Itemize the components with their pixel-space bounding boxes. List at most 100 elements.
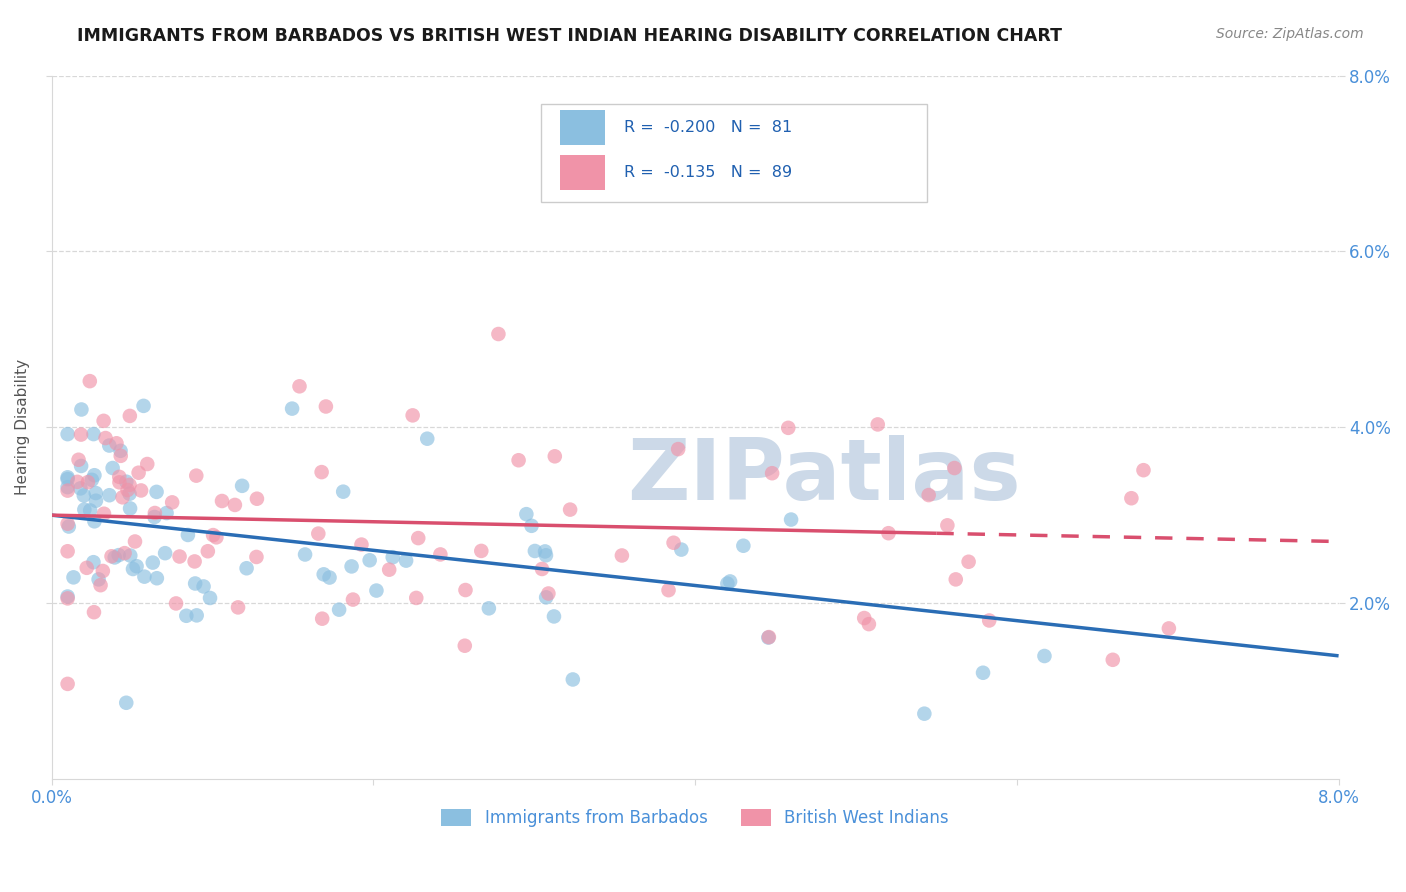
Point [83, 427, 105, 442]
Point [58, 519, 80, 533]
Bar [560, 110, 605, 145]
Point [366, 583, 388, 598]
Point [1033, 648, 1056, 663]
Point [73, 488, 96, 502]
Point [205, 530, 228, 544]
Point [56, 591, 79, 606]
Point [307, 526, 329, 541]
Point [912, 706, 935, 721]
Point [197, 544, 219, 558]
Point [118, 409, 141, 423]
Point [100, 549, 122, 564]
Point [405, 591, 427, 605]
Point [1132, 463, 1154, 477]
Point [125, 559, 148, 574]
Point [160, 495, 183, 509]
Point [56, 544, 79, 558]
Point [176, 608, 198, 623]
Point [858, 617, 880, 632]
Point [120, 549, 142, 563]
Point [70, 427, 93, 442]
Point [77, 475, 100, 490]
Point [943, 461, 966, 475]
Point [1157, 621, 1180, 635]
Point [67, 452, 90, 467]
Point [98, 488, 121, 502]
Point [534, 544, 557, 558]
Point [108, 470, 131, 484]
Point [666, 442, 689, 456]
Point [486, 326, 509, 341]
Point [534, 591, 557, 605]
Point [117, 483, 139, 497]
Point [76, 561, 98, 575]
Point [79, 503, 101, 517]
Point [79, 374, 101, 388]
Text: R =  -0.135   N =  89: R = -0.135 N = 89 [624, 165, 793, 180]
Point [115, 475, 138, 489]
Text: IMMIGRANTS FROM BARBADOS VS BRITISH WEST INDIAN HEARING DISABILITY CORRELATION C: IMMIGRANTS FROM BARBADOS VS BRITISH WEST… [77, 27, 1063, 45]
Point [454, 639, 477, 653]
Point [132, 399, 155, 413]
Point [186, 468, 208, 483]
Point [288, 379, 311, 393]
Point [83, 605, 105, 619]
Point [56, 470, 79, 484]
Point [294, 548, 316, 562]
Point [111, 491, 134, 505]
Point [515, 507, 537, 521]
Point [945, 573, 967, 587]
Point [56, 590, 79, 604]
Point [56, 472, 79, 486]
Point [780, 512, 803, 526]
Point [957, 555, 980, 569]
Point [146, 571, 169, 585]
Point [105, 436, 128, 450]
Point [359, 553, 381, 567]
Point [136, 457, 159, 471]
Point [534, 549, 557, 563]
Point [318, 570, 340, 584]
Point [350, 538, 373, 552]
Point [918, 488, 941, 502]
Point [544, 450, 567, 464]
Point [328, 602, 350, 616]
Point [83, 514, 105, 528]
Point [401, 409, 423, 423]
Point [429, 548, 451, 562]
Point [104, 550, 127, 565]
Point [110, 449, 132, 463]
Point [56, 427, 79, 442]
Point [756, 631, 779, 645]
Point [107, 548, 129, 562]
Point [972, 665, 994, 680]
Point [543, 609, 565, 624]
Point [246, 491, 269, 506]
Point [378, 563, 401, 577]
Point [56, 483, 79, 498]
Point [115, 696, 138, 710]
Point [120, 501, 142, 516]
Point [558, 502, 581, 516]
Point [128, 466, 150, 480]
Point [718, 574, 741, 589]
Point [332, 484, 354, 499]
Point [478, 601, 501, 615]
Point [761, 467, 783, 481]
Point [470, 544, 492, 558]
Point [80, 473, 103, 487]
Point [1121, 491, 1143, 506]
Point [70, 458, 93, 473]
Point [657, 583, 679, 598]
Point [169, 549, 191, 564]
Point [936, 518, 959, 533]
Point [537, 586, 560, 600]
Point [778, 421, 800, 435]
Point [758, 630, 780, 644]
Point [454, 582, 477, 597]
Point [153, 546, 176, 560]
Point [66, 475, 89, 489]
Point [82, 555, 104, 569]
Point [69, 482, 91, 496]
Point [183, 554, 205, 568]
